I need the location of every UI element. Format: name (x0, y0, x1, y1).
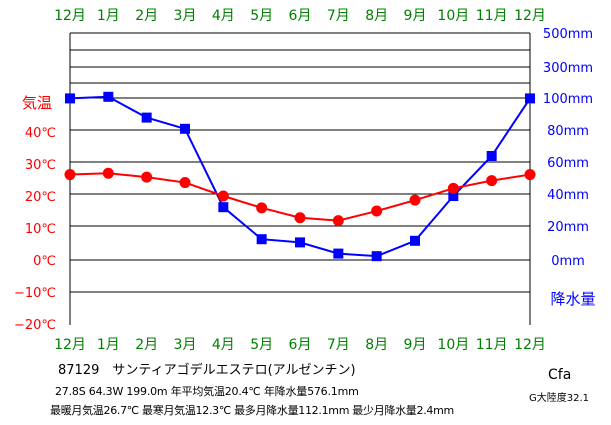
precipitation-tick-label: 300mm (543, 61, 593, 76)
temperature-point (486, 175, 498, 187)
precipitation-point (371, 251, 382, 262)
precipitation-tick-label: 40mm (547, 188, 589, 203)
temperature-point (524, 169, 536, 181)
temperature-tick-label: −20℃ (14, 318, 56, 333)
temperature-tick-label: 0℃ (33, 254, 56, 269)
precipitation-point (141, 112, 152, 123)
month-label: 7月 (327, 337, 350, 353)
temperature-axis-label: 気温 (22, 94, 52, 112)
month-label: 9月 (404, 337, 427, 353)
temperature-point (332, 215, 344, 227)
precipitation-point (180, 123, 190, 134)
temperature-tick-label: 20℃ (25, 190, 56, 205)
month-labels-top: 12月 1月 2月 3月 4月 5月 6月 7月 8月 9月 10月 11月 12月 (54, 8, 546, 24)
month-label: 12月 (54, 8, 86, 24)
station-coordinates: 27.8S 64.3W 199.0m 年平均気温20.4℃ 年降水量576.1m… (55, 385, 359, 398)
precipitation-tick-label: 100mm (543, 92, 593, 107)
month-label: 6月 (289, 8, 312, 24)
month-label: 10月 (437, 337, 469, 353)
precipitation-point (525, 93, 535, 104)
temperature-point (294, 212, 306, 224)
temperature-tick-label: 40℃ (25, 126, 56, 141)
month-label: 2月 (135, 8, 158, 24)
temperature-point (447, 182, 459, 194)
temperature-tick-label: 10℃ (25, 222, 56, 237)
temperature-point (102, 167, 114, 179)
precipitation-axis-ticks: 500mm 300mm 100mm 80mm 60mm 40mm 20mm 0mm (543, 27, 593, 269)
month-label: 3月 (174, 337, 197, 353)
temperature-point (256, 202, 268, 214)
month-label: 11月 (476, 8, 508, 24)
precipitation-series (65, 91, 535, 262)
temperature-point (409, 194, 421, 206)
temperature-axis-ticks: 40℃ 30℃ 20℃ 10℃ 0℃ −10℃ −20℃ (14, 126, 56, 333)
precipitation-axis-label: 降水量 (550, 290, 595, 308)
month-label: 8月 (365, 8, 388, 24)
station-name: 87129 サンティアゴデルエステロ(アルゼンチン) (58, 363, 356, 378)
precipitation-point (448, 191, 459, 201)
month-label: 6月 (289, 337, 312, 353)
precipitation-tick-label: 80mm (547, 124, 589, 139)
month-label: 5月 (250, 337, 273, 353)
temperature-point (371, 205, 383, 217)
precipitation-point (295, 237, 305, 248)
month-labels-bottom: 12月 1月 2月 3月 4月 5月 6月 7月 8月 9月 10月 11月 12月 (54, 337, 546, 353)
month-label: 9月 (404, 8, 427, 24)
month-label: 4月 (212, 8, 235, 24)
month-label: 1月 (97, 8, 120, 24)
koppen-class: Cfa (548, 367, 572, 383)
temperature-point (217, 190, 229, 202)
precipitation-tick-label: 60mm (547, 156, 589, 171)
chart-axes (69, 33, 531, 325)
month-label: 4月 (212, 337, 235, 353)
temperature-tick-label: 30℃ (25, 158, 56, 173)
precipitation-tick-label: 20mm (547, 220, 589, 235)
temperature-tick-label: −10℃ (14, 286, 56, 301)
climate-extremes: 最暖月気温26.7℃ 最寒月気温12.3℃ 最多月降水量112.1mm 最少月降… (50, 404, 454, 417)
month-label: 3月 (174, 8, 197, 24)
precipitation-point (486, 151, 497, 161)
temperature-point (141, 171, 153, 183)
precipitation-point (65, 93, 75, 104)
continentality-index: G大陸度32.1 (529, 393, 590, 404)
month-label: 2月 (135, 337, 158, 353)
precipitation-point (333, 248, 344, 259)
precipitation-point (218, 202, 229, 213)
month-label: 12月 (514, 8, 546, 24)
precipitation-point (256, 234, 267, 245)
chart-grid (70, 32, 530, 293)
month-label: 12月 (514, 337, 546, 353)
precipitation-point (410, 235, 420, 246)
month-label: 12月 (54, 337, 86, 353)
month-label: 7月 (327, 8, 350, 24)
temperature-series (64, 167, 536, 227)
precipitation-point (103, 91, 114, 102)
month-label: 5月 (250, 8, 273, 24)
month-label: 11月 (476, 337, 508, 353)
month-label: 8月 (365, 337, 388, 353)
precipitation-tick-label: 0mm (551, 254, 585, 269)
temperature-point (179, 177, 191, 189)
month-label: 10月 (437, 8, 469, 24)
precipitation-tick-label: 500mm (543, 27, 593, 42)
month-label: 1月 (97, 337, 120, 353)
temperature-point (64, 169, 76, 181)
